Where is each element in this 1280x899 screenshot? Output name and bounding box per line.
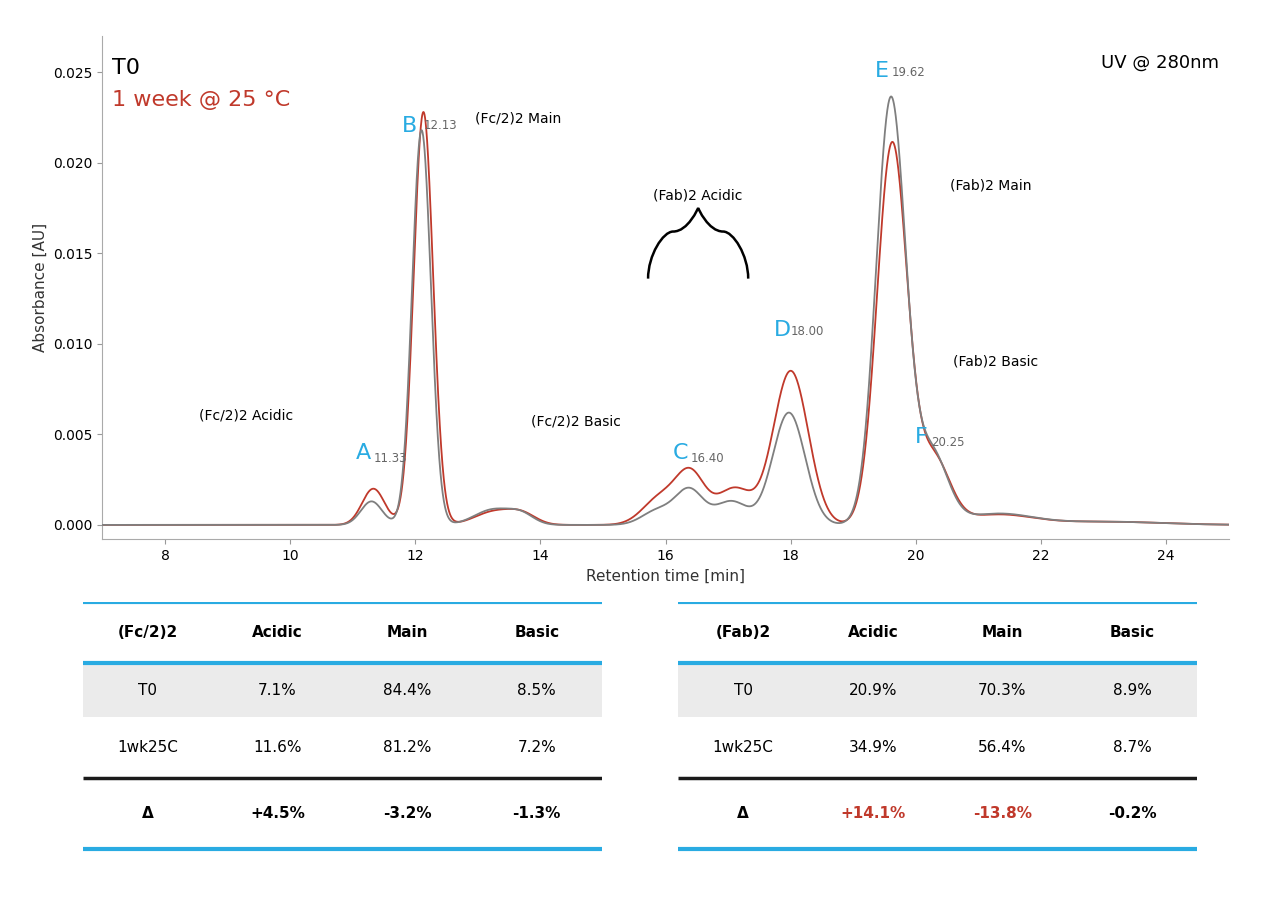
- Text: 8.9%: 8.9%: [1112, 682, 1152, 698]
- Text: (Fc/2)2 Main: (Fc/2)2 Main: [475, 111, 561, 126]
- Text: 18.00: 18.00: [791, 325, 824, 338]
- Text: 1 week @ 25 °C: 1 week @ 25 °C: [111, 90, 291, 111]
- Text: (Fc/2)2: (Fc/2)2: [118, 625, 178, 640]
- Text: F: F: [915, 427, 928, 447]
- Text: T0: T0: [138, 682, 157, 698]
- Text: 20.9%: 20.9%: [849, 682, 897, 698]
- Text: UV @ 280nm: UV @ 280nm: [1101, 54, 1220, 72]
- Text: 7.1%: 7.1%: [259, 682, 297, 698]
- Text: 8.5%: 8.5%: [517, 682, 557, 698]
- Text: E: E: [876, 61, 890, 81]
- Text: 8.7%: 8.7%: [1112, 740, 1152, 755]
- Text: 84.4%: 84.4%: [383, 682, 431, 698]
- Text: -13.8%: -13.8%: [973, 806, 1032, 821]
- Y-axis label: Absorbance [AU]: Absorbance [AU]: [32, 223, 47, 352]
- Text: 11.6%: 11.6%: [253, 740, 302, 755]
- Text: 1wk25C: 1wk25C: [713, 740, 773, 755]
- Text: Basic: Basic: [515, 625, 559, 640]
- Text: +14.1%: +14.1%: [840, 806, 905, 821]
- Text: Δ: Δ: [142, 806, 154, 821]
- Text: (Fc/2)2 Basic: (Fc/2)2 Basic: [531, 414, 621, 428]
- Text: (Fab)2 Acidic: (Fab)2 Acidic: [654, 189, 742, 202]
- Text: 20.25: 20.25: [932, 436, 965, 449]
- Text: Basic: Basic: [1110, 625, 1155, 640]
- Text: Main: Main: [387, 625, 428, 640]
- FancyBboxPatch shape: [83, 663, 602, 717]
- Text: (Fab)2: (Fab)2: [716, 625, 771, 640]
- Text: 16.40: 16.40: [691, 452, 724, 465]
- Text: 7.2%: 7.2%: [517, 740, 557, 755]
- Text: -3.2%: -3.2%: [383, 806, 431, 821]
- Text: 81.2%: 81.2%: [383, 740, 431, 755]
- Text: -1.3%: -1.3%: [512, 806, 561, 821]
- Text: B: B: [402, 116, 417, 136]
- Text: Main: Main: [982, 625, 1023, 640]
- X-axis label: Retention time [min]: Retention time [min]: [586, 569, 745, 583]
- Text: 56.4%: 56.4%: [978, 740, 1027, 755]
- Text: +4.5%: +4.5%: [250, 806, 305, 821]
- Text: A: A: [356, 443, 371, 463]
- Text: 34.9%: 34.9%: [849, 740, 897, 755]
- Text: 12.13: 12.13: [424, 119, 457, 132]
- Text: Acidic: Acidic: [847, 625, 899, 640]
- Text: (Fab)2 Basic: (Fab)2 Basic: [954, 354, 1038, 369]
- Text: (Fc/2)2 Acidic: (Fc/2)2 Acidic: [200, 409, 293, 423]
- Text: 19.62: 19.62: [892, 67, 925, 79]
- Text: 70.3%: 70.3%: [978, 682, 1027, 698]
- Text: (Fab)2 Main: (Fab)2 Main: [950, 179, 1032, 193]
- Text: -0.2%: -0.2%: [1107, 806, 1156, 821]
- FancyBboxPatch shape: [678, 663, 1197, 717]
- Text: C: C: [673, 443, 689, 463]
- Text: T0: T0: [733, 682, 753, 698]
- Text: 11.33: 11.33: [374, 452, 407, 465]
- Text: D: D: [774, 320, 791, 340]
- Text: Δ: Δ: [737, 806, 749, 821]
- Text: 1wk25C: 1wk25C: [118, 740, 178, 755]
- Text: T0: T0: [111, 58, 140, 77]
- Text: Acidic: Acidic: [252, 625, 303, 640]
